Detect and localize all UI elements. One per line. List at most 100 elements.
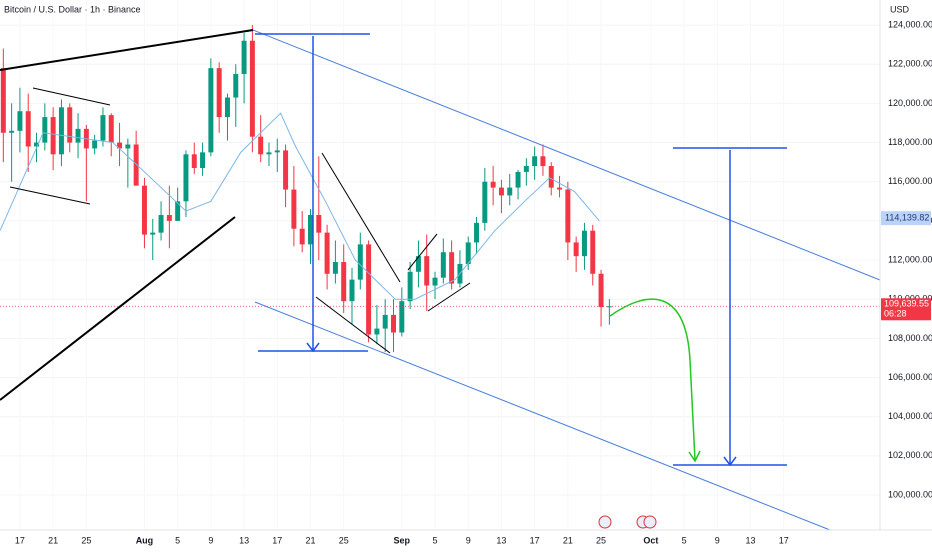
x-tick-label: 5 <box>433 535 438 545</box>
x-tick-label: 5 <box>175 535 180 545</box>
candle-body <box>158 215 164 233</box>
candle-body <box>150 232 156 235</box>
candle-body <box>332 262 338 274</box>
y-tick-label: 108,000.00 <box>888 333 932 343</box>
x-tick-label: 13 <box>239 535 249 545</box>
candle-body <box>100 115 106 141</box>
y-tick-label: 124,000.00 <box>888 19 932 29</box>
flag-line <box>32 87 111 106</box>
candle-body <box>540 156 546 167</box>
y-tick-label: 112,000.00 <box>888 254 932 264</box>
candle-body <box>357 244 363 280</box>
x-tick-label: 17 <box>779 535 789 545</box>
y-tick-label: 104,000.00 <box>888 411 932 421</box>
candle-body <box>216 68 222 118</box>
candle-body <box>208 68 214 153</box>
candle-body <box>407 271 413 302</box>
x-tick-label: 9 <box>208 535 213 545</box>
candle-body <box>50 117 56 155</box>
candle-body <box>490 181 496 188</box>
candle-body <box>249 40 255 137</box>
candle-body <box>366 244 372 335</box>
candle-body <box>590 230 596 274</box>
candle-body <box>125 144 131 149</box>
candle-body <box>241 40 247 75</box>
candle-body <box>58 107 64 155</box>
event-icon <box>598 515 612 529</box>
projection-curve <box>609 298 696 461</box>
candle-body <box>399 301 405 333</box>
candle-body <box>449 252 455 284</box>
price-tag <box>881 298 931 321</box>
channel-line <box>252 29 881 281</box>
candle-body <box>92 140 98 149</box>
x-tick-label: 5 <box>682 535 687 545</box>
candle-body <box>0 68 6 133</box>
candle-body <box>432 277 438 286</box>
event-icons <box>598 515 657 529</box>
currency-label: USD <box>890 4 910 14</box>
candle-body <box>515 171 521 188</box>
candle-body <box>67 107 73 143</box>
candle-body <box>9 130 15 133</box>
candle-body <box>440 252 446 278</box>
x-tick-label: Oct <box>643 535 658 545</box>
y-tick-label: 106,000.00 <box>888 372 932 382</box>
candle-body <box>557 187 563 190</box>
candle-body <box>299 228 305 245</box>
candle-body <box>498 187 504 196</box>
candle-body <box>291 189 297 229</box>
x-tick-label: 17 <box>530 535 540 545</box>
candle-body <box>465 242 471 264</box>
arrow-head <box>688 450 701 463</box>
x-tick-label: 25 <box>339 535 349 545</box>
candle-body <box>341 262 347 302</box>
x-tick-label: 9 <box>715 535 720 545</box>
candle-body <box>117 142 123 149</box>
candle-body <box>258 136 264 155</box>
x-tick-label: 9 <box>466 535 471 545</box>
wedge-line <box>315 296 391 354</box>
candle-body <box>565 189 571 243</box>
x-tick-label: 25 <box>596 535 606 545</box>
candle-body <box>598 273 604 308</box>
candle-body <box>391 314 396 333</box>
trend-line <box>0 29 254 71</box>
candle-body <box>324 232 330 274</box>
candle-body <box>133 144 139 186</box>
y-tick-label: 118,000.00 <box>888 137 932 147</box>
level-tag <box>881 211 931 226</box>
flag-line <box>9 186 91 205</box>
candle-body <box>606 306 612 308</box>
candle-body <box>75 128 81 143</box>
x-tick-label: 25 <box>81 535 91 545</box>
candle-body <box>581 230 587 257</box>
y-tick-label: 116,000.00 <box>888 176 932 186</box>
candle-body <box>308 215 313 245</box>
x-tick-label: 17 <box>272 535 282 545</box>
candle-body <box>532 156 538 167</box>
level-tag-label: 114,139.82 <box>885 213 929 223</box>
price-tag-label: 109,639.55 <box>884 299 929 309</box>
candle-body <box>415 256 421 272</box>
channel-line <box>254 301 831 531</box>
candle-body <box>233 74 239 98</box>
y-tick-label: 102,000.00 <box>888 450 932 460</box>
candle-body <box>316 215 322 233</box>
x-tick-label: 13 <box>496 535 506 545</box>
candle-body <box>17 111 23 131</box>
candle-body <box>523 166 529 172</box>
trend-line <box>0 216 236 401</box>
x-tick-label: 21 <box>48 535 58 545</box>
candle-body <box>548 166 554 188</box>
candle-body <box>382 314 388 329</box>
candle-body <box>283 150 289 190</box>
x-tick-label: Aug <box>136 535 154 545</box>
candle-body <box>349 279 355 302</box>
wedge-line <box>407 233 438 271</box>
candle-body <box>573 242 579 257</box>
wedge-line <box>321 152 401 283</box>
